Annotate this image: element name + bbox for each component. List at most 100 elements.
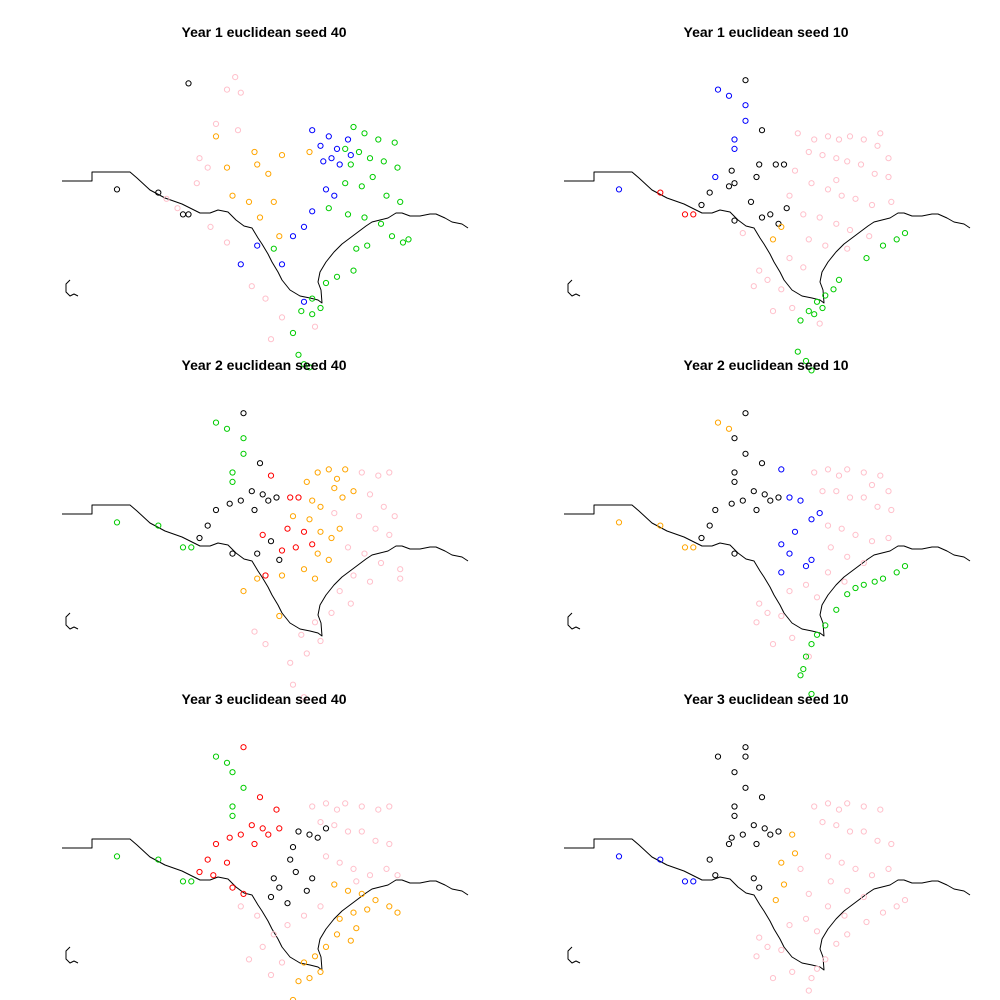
station-point-orange: [295, 978, 302, 985]
station-point-black: [295, 828, 302, 835]
station-point-green: [805, 308, 812, 315]
panel-year1-seed10: Year 1 euclidean seed 10: [564, 24, 971, 374]
station-point-black: [284, 900, 291, 907]
station-point-blue: [742, 117, 749, 124]
station-point-pink: [278, 314, 286, 321]
station-point-pink: [811, 136, 818, 143]
station-point-pink: [844, 466, 851, 473]
station-point-black: [309, 875, 316, 882]
station-point-black: [731, 180, 738, 187]
station-point-pink: [347, 600, 354, 607]
station-point-pink: [262, 641, 269, 648]
station-point-green: [229, 469, 236, 476]
station-point-black: [248, 488, 255, 495]
station-point-black: [742, 410, 749, 417]
station-point-green: [808, 690, 815, 698]
station-point-orange: [309, 497, 316, 504]
station-point-black: [775, 494, 782, 501]
station-point-black: [155, 189, 162, 196]
station-point-pink: [350, 572, 357, 579]
station-point-red: [287, 494, 294, 501]
station-point-pink: [372, 837, 379, 844]
station-point-pink: [833, 488, 840, 495]
station-point-pink: [248, 283, 255, 290]
station-point-black: [303, 887, 310, 894]
station-point-orange: [372, 897, 379, 904]
station-point-pink: [397, 566, 404, 573]
station-point-green: [240, 450, 247, 457]
station-point-blue: [254, 242, 261, 249]
station-point-pink: [893, 903, 900, 910]
station-point-black: [761, 491, 768, 498]
station-point-black: [714, 753, 722, 760]
station-point-pink: [860, 559, 867, 567]
station-point-blue: [808, 516, 815, 523]
station-point-orange: [333, 931, 341, 938]
station-point-orange: [350, 488, 357, 495]
station-point-green: [808, 641, 815, 648]
station-point-black: [229, 550, 236, 557]
station-point-orange: [278, 572, 286, 579]
station-point-orange: [314, 550, 321, 557]
station-point-green: [397, 198, 404, 205]
station-point-green: [800, 666, 807, 673]
station-point-pink: [819, 488, 826, 495]
station-point-green: [188, 544, 195, 551]
station-point-pink: [863, 918, 870, 926]
station-point-pink: [819, 819, 826, 826]
station-point-green: [893, 569, 900, 576]
station-point-black: [322, 825, 330, 832]
station-point-pink: [254, 912, 261, 919]
station-point-orange: [276, 612, 283, 620]
station-point-pink: [237, 903, 244, 910]
station-point-pink: [816, 214, 823, 221]
station-point-blue: [331, 192, 338, 199]
station-point-black: [739, 497, 746, 504]
station-point-green: [822, 292, 829, 299]
station-point-black: [756, 884, 763, 891]
station-point-pink: [764, 943, 771, 950]
station-point-green: [295, 351, 302, 358]
station-point-black: [742, 744, 749, 751]
station-point-green: [342, 180, 349, 187]
station-point-green: [366, 155, 374, 162]
panel-title: Year 1 euclidean seed 40: [182, 24, 347, 40]
station-point-blue: [816, 510, 823, 517]
corner-outline: [65, 279, 79, 297]
station-point-pink: [317, 637, 324, 645]
station-point-black: [767, 831, 774, 838]
station-point-green: [852, 584, 859, 592]
station-point-pink: [822, 242, 829, 249]
station-point-pink: [844, 158, 851, 165]
station-point-orange: [657, 522, 664, 529]
station-point-red: [226, 834, 233, 841]
station-point-pink: [835, 806, 843, 813]
station-point-pink: [800, 264, 807, 271]
station-point-pink: [300, 912, 308, 919]
station-point-orange: [769, 236, 777, 243]
station-point-pink: [196, 155, 203, 162]
station-point-pink: [311, 323, 319, 330]
station-point-pink: [888, 198, 895, 205]
station-point-green: [350, 267, 357, 274]
station-point-pink: [756, 600, 763, 607]
station-point-black: [753, 506, 760, 514]
station-point-black: [758, 460, 766, 467]
station-point-pink: [846, 226, 854, 234]
station-point-blue: [309, 127, 316, 134]
station-point-green: [229, 803, 236, 810]
station-point-red: [265, 831, 272, 838]
station-point-green: [325, 205, 332, 212]
station-point-black: [185, 80, 192, 87]
station-point-black: [750, 822, 757, 829]
station-point-green: [212, 753, 220, 760]
station-point-pink: [331, 822, 338, 829]
station-point-blue: [322, 186, 330, 193]
station-point-pink: [212, 120, 220, 128]
station-point-green: [229, 769, 236, 776]
station-point-orange: [791, 850, 799, 857]
station-point-green: [835, 276, 843, 283]
station-point-pink: [372, 525, 379, 532]
station-point-pink: [750, 283, 757, 290]
station-point-pink: [789, 968, 796, 975]
